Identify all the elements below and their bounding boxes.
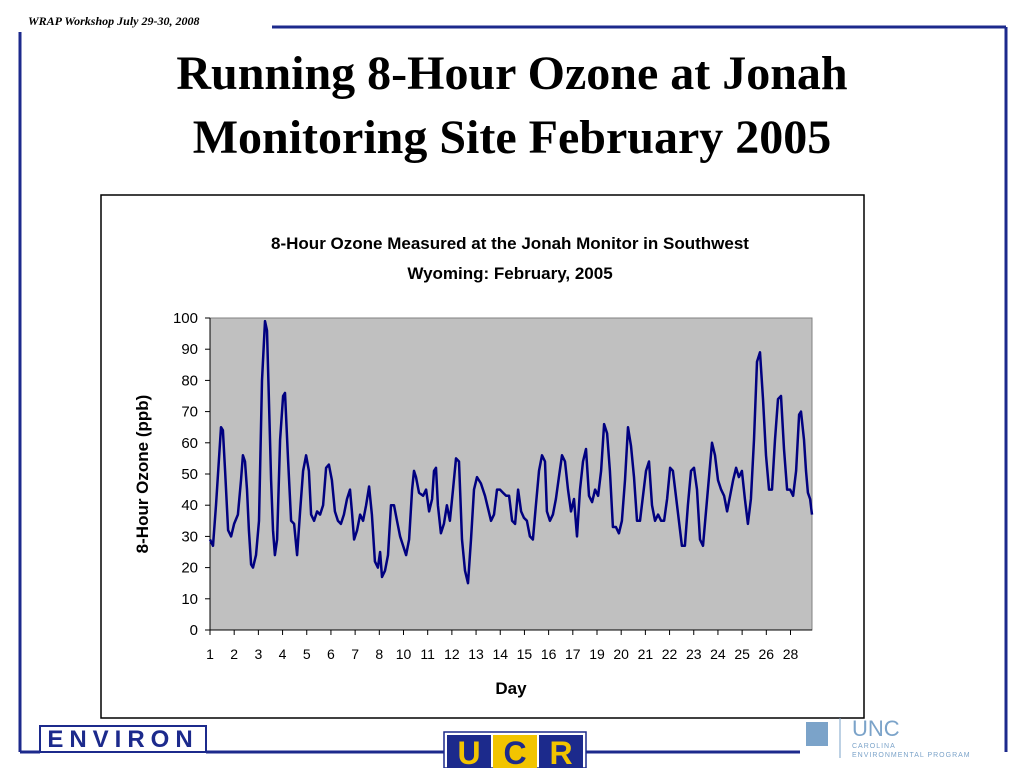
x-tick-label: 6 (327, 646, 335, 662)
y-tick-label: 10 (181, 591, 198, 608)
y-tick-label: 40 (181, 497, 198, 514)
x-tick-label: 13 (468, 646, 484, 662)
x-tick-label: 11 (420, 646, 435, 662)
y-axis-label: 8-Hour Ozone (ppb) (133, 395, 152, 554)
y-tick-label: 30 (181, 528, 198, 545)
x-tick-label: 21 (638, 646, 654, 662)
ucr-letter: U (457, 735, 480, 768)
x-tick-label: 25 (734, 646, 750, 662)
x-tick-label: 26 (759, 646, 775, 662)
x-tick-label: 16 (541, 646, 557, 662)
x-tick-label: 7 (351, 646, 359, 662)
slide-frame (18, 25, 1008, 754)
x-tick-label: 20 (613, 646, 629, 662)
x-tick-label: 8 (375, 646, 383, 662)
x-tick-label: 23 (686, 646, 702, 662)
x-tick-label: 10 (396, 646, 412, 662)
unc-icon (806, 722, 828, 746)
x-tick-label: 19 (589, 646, 605, 662)
unc-sub: ENVIRONMENTAL PROGRAM (852, 752, 971, 759)
y-tick-label: 20 (181, 560, 198, 577)
ozone-line (208, 319, 814, 585)
x-tick-label: 24 (710, 646, 726, 662)
x-tick-label: 3 (254, 646, 262, 662)
y-tick-label: 50 (181, 466, 198, 483)
x-tick-label: 15 (517, 646, 533, 662)
x-tick-label: 5 (303, 646, 311, 662)
unc-text: UNC (852, 716, 900, 741)
x-tick-label: 4 (279, 646, 287, 662)
x-tick-label: 28 (783, 646, 799, 662)
ucr-block (493, 735, 537, 768)
y-tick-label: 0 (190, 622, 198, 639)
y-tick-label: 70 (181, 404, 198, 421)
environ-logo (39, 725, 207, 753)
x-tick-label: 1 (206, 646, 214, 662)
x-axis-label: Day (495, 679, 527, 698)
unc-sub: CAROLINA (852, 743, 896, 750)
y-tick-label: 100 (173, 310, 198, 327)
ucr-letter: R (549, 735, 572, 768)
workshop-label: WRAP Workshop July 29-30, 2008 (28, 14, 200, 28)
plot-area (209, 317, 813, 631)
y-tick-label: 80 (181, 372, 198, 389)
x-tick-label: 17 (565, 646, 581, 662)
y-tick-label: 90 (181, 341, 198, 358)
x-tick-label: 14 (492, 646, 508, 662)
x-tick-label: 12 (444, 646, 460, 662)
slide-title: Running 8-Hour Ozone at Jonah Monitoring… (176, 47, 848, 164)
y-tick-label: 60 (181, 435, 198, 452)
environ-text: ENVIRON (47, 726, 198, 753)
ucr-block (539, 735, 583, 768)
chart-title: 8-Hour Ozone Measured at the Jonah Monit… (271, 234, 749, 283)
ucr-block (447, 735, 491, 768)
x-tick-label: 2 (230, 646, 238, 662)
x-tick-label: 22 (662, 646, 678, 662)
ucr-letter: C (503, 735, 526, 768)
